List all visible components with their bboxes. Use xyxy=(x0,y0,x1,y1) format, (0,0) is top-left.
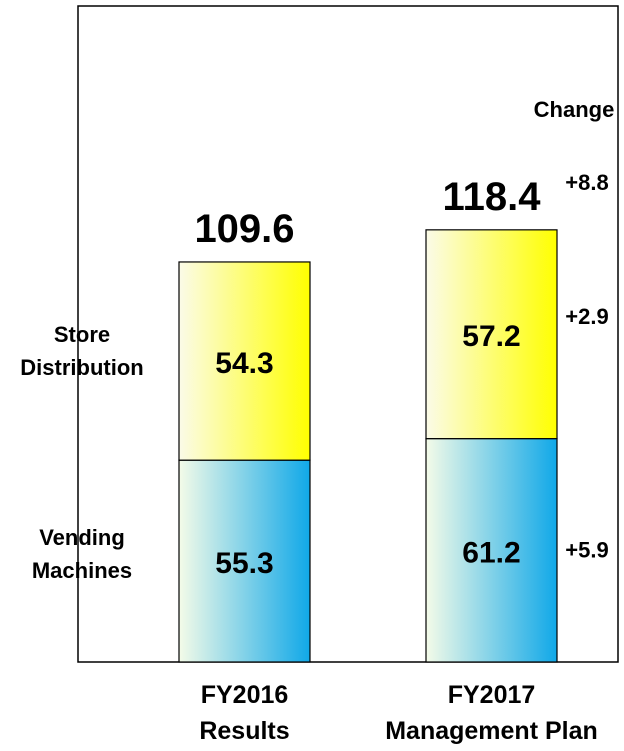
series-name-vending-machines-line1: Vending xyxy=(39,525,125,550)
data-label-vending-machines-fy2016: 55.3 xyxy=(215,547,273,580)
bar-store-distribution-fy2017 xyxy=(425,229,558,440)
bar-vending-machines-fy2016 xyxy=(178,459,311,663)
category-label-fy2016-line1: FY2016 xyxy=(201,681,289,709)
bar-store-distribution-fy2016 xyxy=(178,261,311,461)
change-store-distribution: +2.9 xyxy=(565,304,608,329)
category-label-fy2017-line2: Management Plan xyxy=(385,717,598,745)
data-label-vending-machines-fy2017: 61.2 xyxy=(462,536,520,569)
change-vending-machines: +5.9 xyxy=(565,537,608,562)
change-header: Change xyxy=(534,97,615,122)
series-name-store-distribution-line1: Store xyxy=(54,322,110,347)
series-name-store-distribution-line2: Distribution xyxy=(20,355,143,380)
data-label-store-distribution-fy2017: 57.2 xyxy=(462,320,520,353)
series-name-vending-machines-line2: Machines xyxy=(32,558,132,583)
total-label-fy2017: 118.4 xyxy=(443,175,542,219)
bar-vending-machines-fy2017 xyxy=(425,438,558,663)
category-label-fy2016-line2: Results xyxy=(199,717,289,745)
category-label-fy2017-line1: FY2017 xyxy=(448,681,536,709)
change-total: +8.8 xyxy=(565,170,608,195)
total-label-fy2016: 109.6 xyxy=(194,207,294,251)
data-label-store-distribution-fy2016: 54.3 xyxy=(215,347,273,380)
